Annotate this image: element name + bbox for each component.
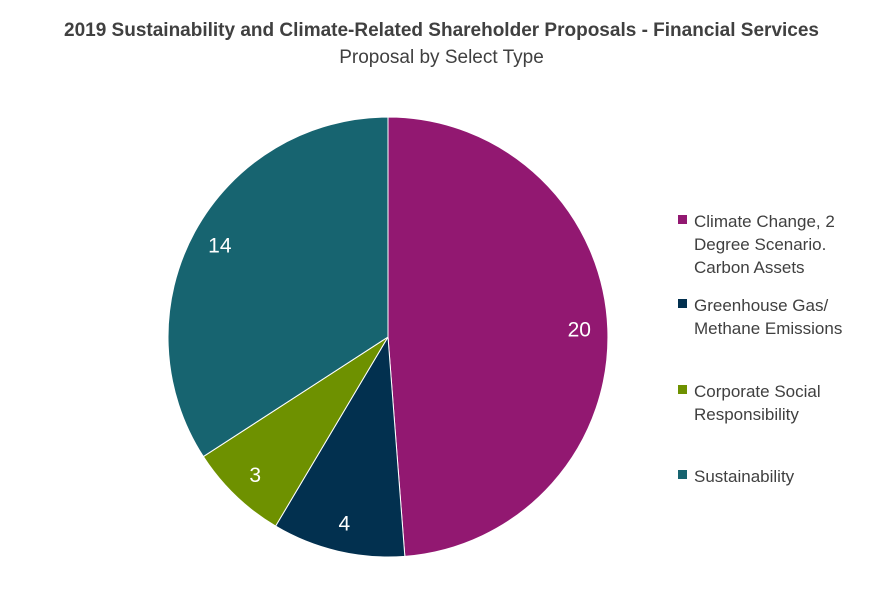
legend-item-greenhouse-gas: Greenhouse Gas/ Methane Emissions bbox=[678, 294, 842, 340]
legend-swatch-climate-change bbox=[678, 215, 687, 224]
legend-item-sustainability: Sustainability bbox=[678, 465, 794, 488]
legend-swatch-sustainability bbox=[678, 470, 687, 479]
legend-swatch-greenhouse-gas bbox=[678, 299, 687, 308]
legend-label-sustainability: Sustainability bbox=[694, 467, 795, 486]
legend-label-corporate-social-responsibility: Corporate Social Responsibility bbox=[694, 382, 821, 424]
pie-slice-greenhouse-gas bbox=[274, 335, 406, 558]
data-label-greenhouse-gas: 4 bbox=[339, 512, 351, 535]
chart-title: 2019 Sustainability and Climate-Related … bbox=[64, 20, 819, 41]
legend-item-climate-change: Climate Change, 2 Degree Scenario. Carbo… bbox=[678, 210, 835, 279]
legend-label-greenhouse-gas: Greenhouse Gas/ Methane Emissions bbox=[694, 296, 843, 338]
pie-slice-corporate-social-responsibility bbox=[202, 336, 389, 527]
legend-item-corporate-social-responsibility: Corporate Social Responsibility bbox=[678, 380, 821, 426]
data-label-sustainability: 14 bbox=[208, 235, 232, 258]
legend-swatch-corporate-social-responsibility bbox=[678, 385, 687, 394]
data-label-climate-change: 20 bbox=[568, 319, 591, 342]
data-label-corporate-social-responsibility: 3 bbox=[249, 464, 261, 487]
pie-slice-sustainability bbox=[167, 116, 389, 458]
chart-subtitle: Proposal by Select Type bbox=[339, 47, 544, 68]
pie-slice-climate-change bbox=[387, 116, 609, 557]
legend-label-climate-change: Climate Change, 2 Degree Scenario. Carbo… bbox=[694, 212, 835, 277]
